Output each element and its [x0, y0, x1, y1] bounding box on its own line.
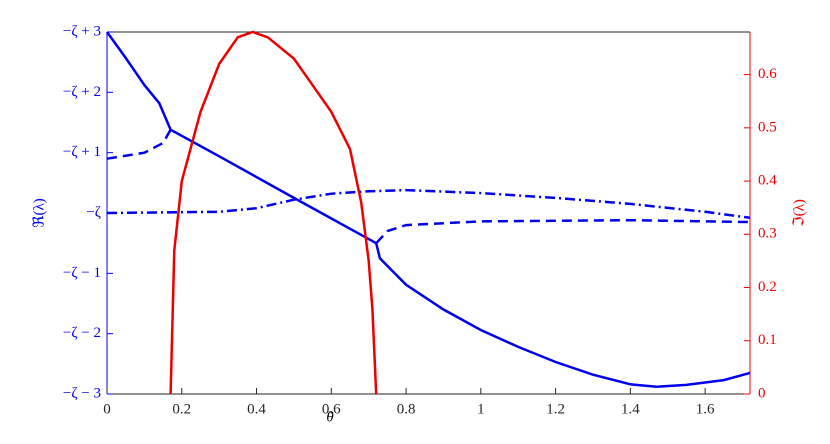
series-line: [169, 30, 378, 395]
y2-tick-label: 0: [758, 385, 766, 401]
x-tick-label: 0.2: [172, 401, 191, 417]
y-tick-label: −ζ: [86, 204, 101, 220]
y-tick-label: −ζ + 1: [63, 144, 101, 160]
y-axis-label: ℜ(λ): [31, 198, 47, 227]
x-tick-label: 0.4: [247, 401, 266, 417]
y2-tick-label: 0.5: [758, 119, 777, 135]
y-tick-label: −ζ + 2: [63, 84, 101, 100]
x-tick-label: 1.2: [546, 401, 565, 417]
y-tick-label: −ζ + 3: [63, 23, 101, 39]
series-line: [105, 31, 751, 389]
y2-tick-label: 0.4: [758, 172, 777, 188]
y-tick-label: −ζ − 2: [63, 325, 101, 341]
x-tick-label: 0.6: [322, 401, 341, 417]
x-tick-label: 1: [477, 401, 485, 417]
y-tick-label: −ζ − 3: [63, 385, 101, 401]
y2-tick-label: 0.2: [758, 279, 777, 295]
series-line: [106, 188, 751, 220]
y2-tick-label: 0.1: [758, 332, 777, 348]
series-line: [106, 129, 751, 245]
y2-axis-label: ℑ(λ): [791, 199, 807, 227]
x-tick-label: 0.8: [397, 401, 416, 417]
x-tick-label: 1.6: [696, 401, 715, 417]
x-tick-label: 1.4: [621, 401, 640, 417]
y-tick-label: −ζ − 1: [63, 265, 101, 281]
y2-tick-label: 0.6: [758, 66, 777, 82]
y2-tick-label: 0.3: [758, 226, 777, 242]
x-axis-label: θ: [326, 409, 334, 425]
x-tick-label: 0: [103, 401, 111, 417]
